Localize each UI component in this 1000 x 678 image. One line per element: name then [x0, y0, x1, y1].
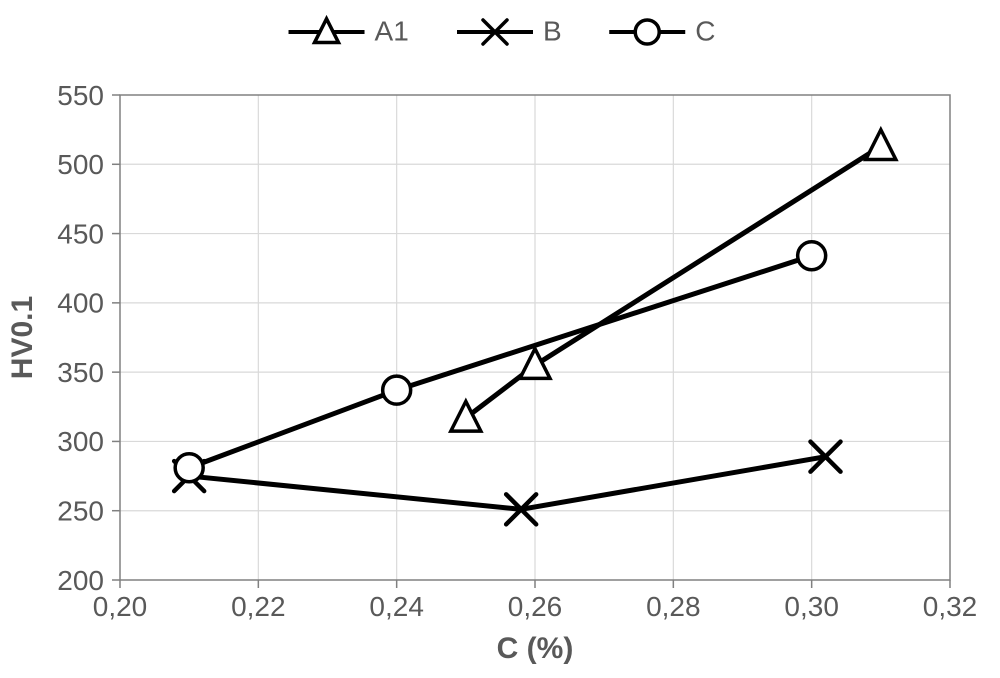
y-tick-label: 550: [57, 80, 104, 111]
y-tick-label: 300: [57, 426, 104, 457]
x-tick-label: 0,32: [923, 591, 978, 622]
y-axis-title: HV0.1: [6, 296, 39, 379]
y-tick-label: 500: [57, 149, 104, 180]
y-tick-label: 250: [57, 496, 104, 527]
x-tick-label: 0,26: [508, 591, 563, 622]
y-tick-label: 450: [57, 218, 104, 249]
y-tick-label: 200: [57, 565, 104, 596]
chart-container: 0,200,220,240,260,280,300,32200250300350…: [0, 0, 1000, 678]
legend-label-B: B: [543, 15, 562, 46]
y-tick-label: 350: [57, 357, 104, 388]
x-tick-label: 0,22: [231, 591, 286, 622]
x-tick-label: 0,30: [784, 591, 839, 622]
y-tick-label: 400: [57, 288, 104, 319]
line-chart: 0,200,220,240,260,280,300,32200250300350…: [0, 0, 1000, 678]
legend-label-C: C: [695, 15, 715, 46]
x-axis-title: C (%): [497, 632, 574, 665]
legend-label-A1: A1: [375, 15, 409, 46]
x-tick-label: 0,28: [646, 591, 701, 622]
x-tick-label: 0,24: [369, 591, 424, 622]
